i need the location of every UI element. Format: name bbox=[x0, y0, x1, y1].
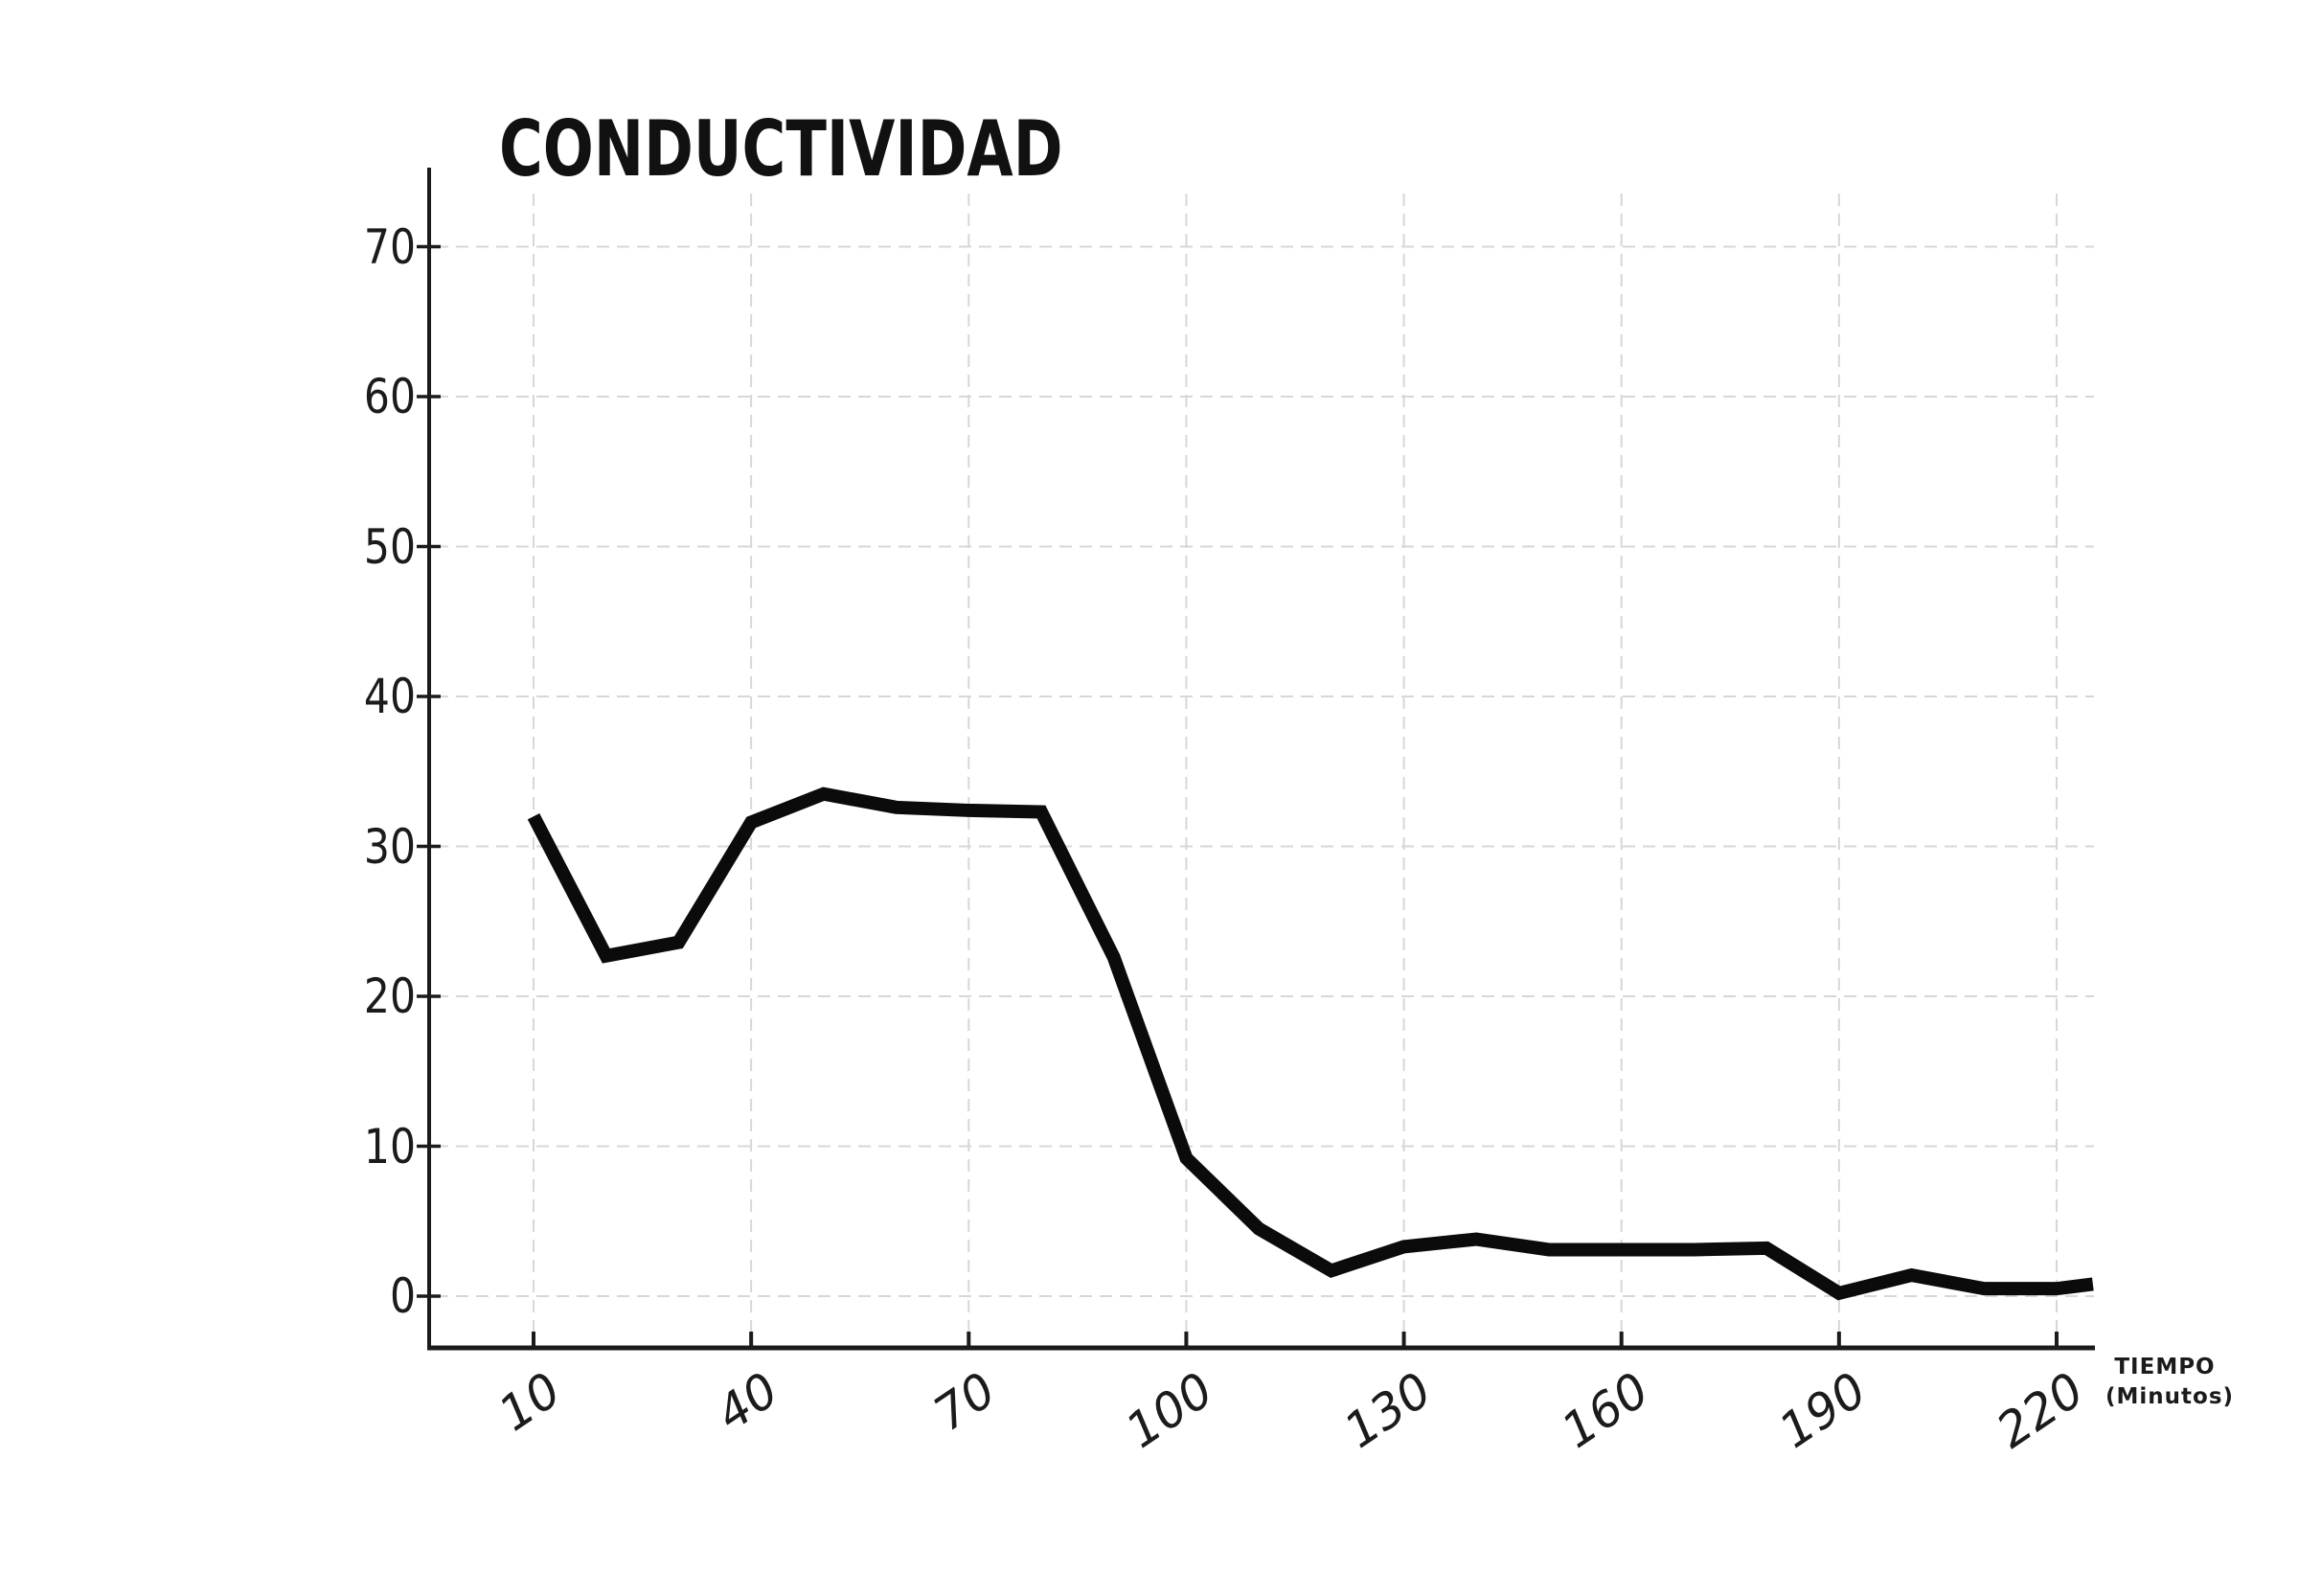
y-tick-label: 10 bbox=[363, 1118, 416, 1174]
y-tick-label: 0 bbox=[389, 1268, 416, 1324]
data-series-line bbox=[527, 787, 2094, 1301]
y-tick-label: 50 bbox=[363, 518, 416, 575]
y-tick-label: 40 bbox=[363, 669, 416, 724]
x-axis-caption-line2: (Minutos) bbox=[2105, 1384, 2235, 1409]
tick-marks bbox=[417, 244, 2059, 1347]
axes bbox=[427, 168, 2095, 1351]
horizontal-gridlines bbox=[436, 245, 2094, 1297]
y-tick-label: 30 bbox=[363, 818, 416, 875]
y-tick-label: 20 bbox=[363, 969, 416, 1024]
series-conductividad bbox=[527, 787, 2094, 1301]
chart-title: CONDUCTIVIDAD bbox=[499, 104, 1063, 194]
y-tick-label: 70 bbox=[363, 218, 416, 275]
y-tick-label: 60 bbox=[363, 369, 416, 424]
vertical-gridlines bbox=[533, 194, 2058, 1346]
x-axis-caption: TIEMPO (Minutos) bbox=[2105, 1353, 2235, 1412]
x-axis-caption-line1: TIEMPO bbox=[2114, 1355, 2216, 1379]
